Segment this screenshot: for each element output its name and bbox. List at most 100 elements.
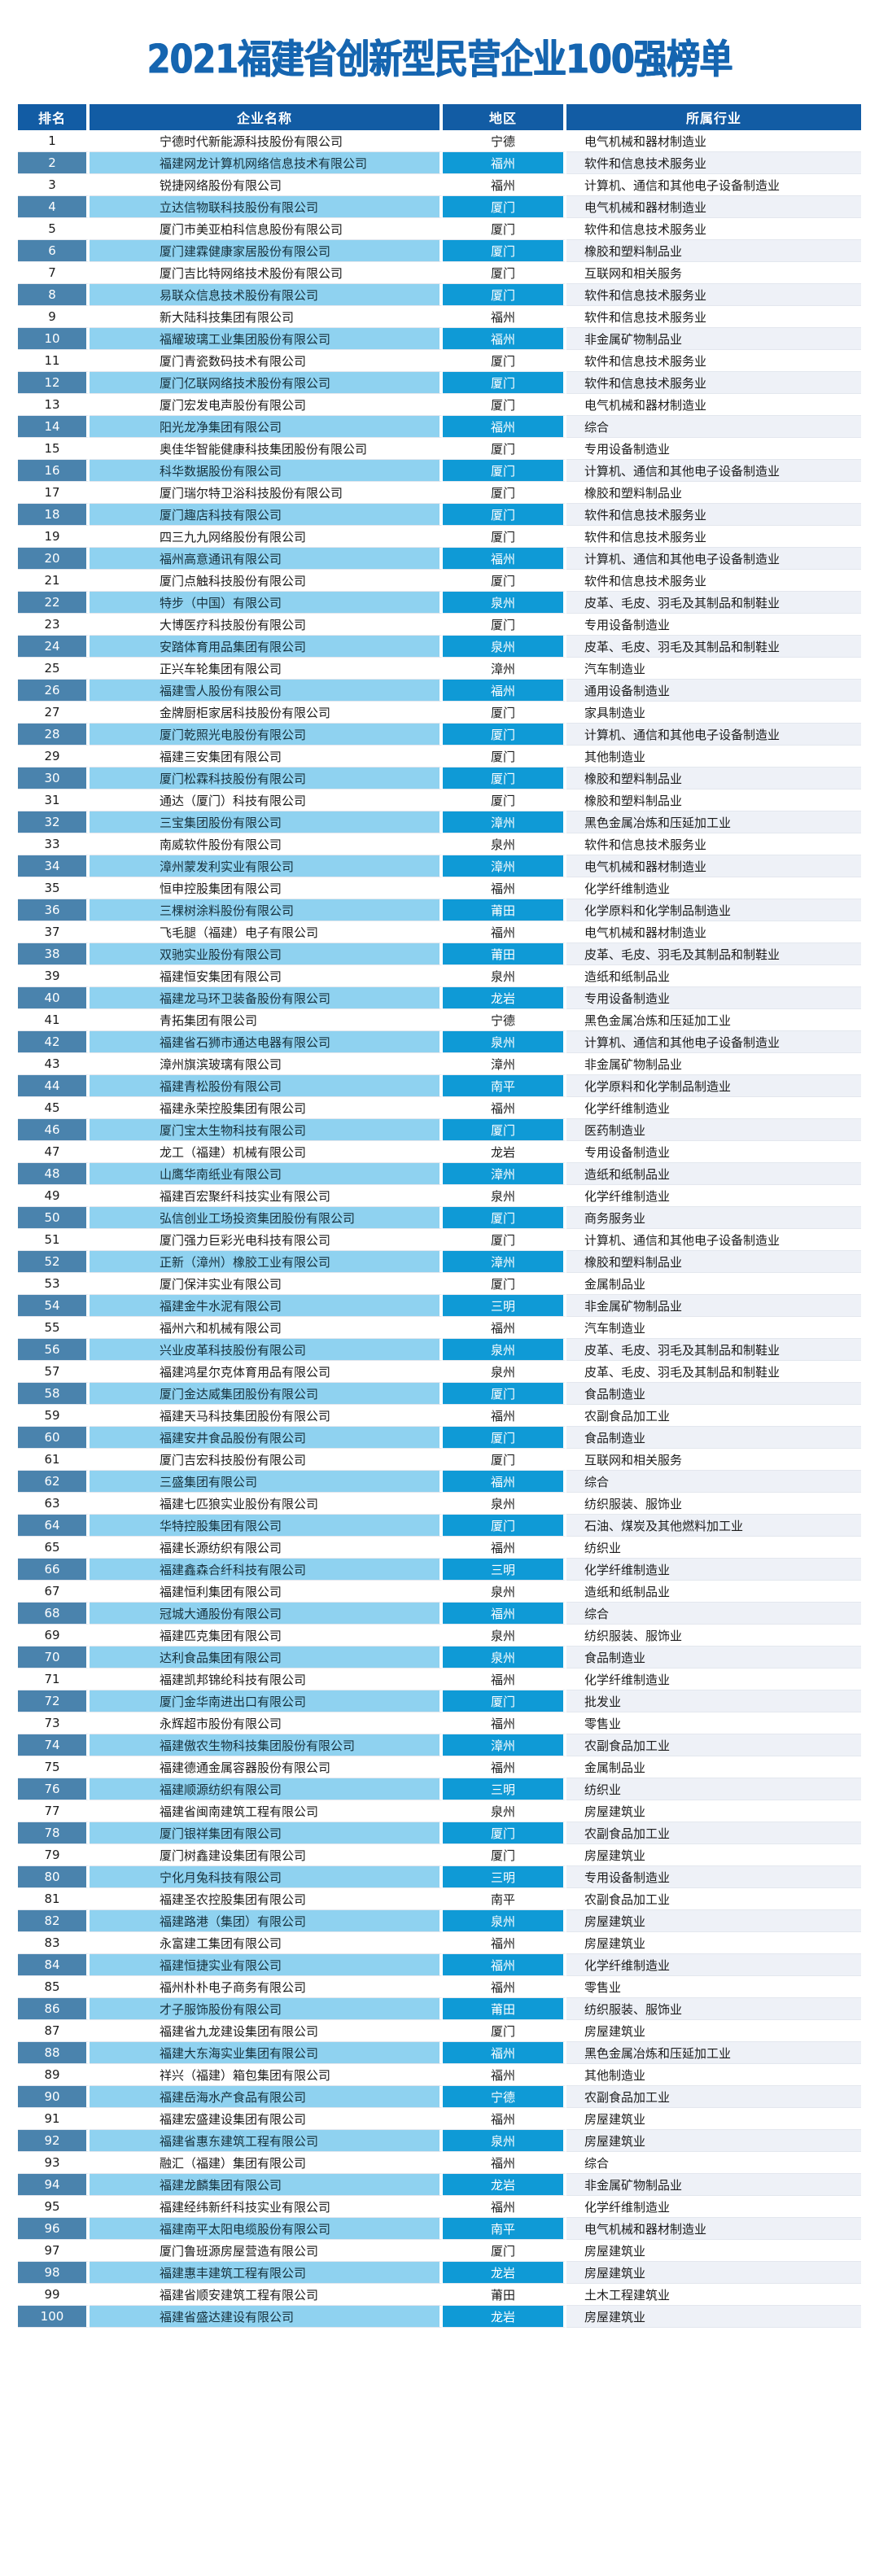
industry-cell: 非金属矿物制品业	[566, 328, 861, 350]
industry-cell: 软件和信息技术服务业	[566, 350, 861, 372]
table-row: 1 宁德时代新能源科技股份有限公司 宁德 电气机械和器材制造业	[18, 130, 861, 152]
table-row: 100 福建省盛达建设有限公司 龙岩 房屋建筑业	[18, 2306, 861, 2328]
industry-cell: 纺织服装、服饰业	[566, 1625, 861, 1647]
industry-cell: 化学纤维制造业	[566, 1097, 861, 1119]
region-cell: 福州	[443, 1756, 566, 1778]
company-name-cell: 四三九九网络股份有限公司	[90, 526, 443, 548]
table-row: 23 大博医疗科技股份有限公司 厦门 专用设备制造业	[18, 614, 861, 636]
table-row: 55 福州六和机械有限公司 福州 汽车制造业	[18, 1317, 861, 1339]
region-cell: 宁德	[443, 2086, 566, 2108]
rank-cell: 62	[18, 1471, 90, 1493]
rank-cell: 50	[18, 1207, 90, 1229]
region-cell: 漳州	[443, 1163, 566, 1185]
company-name-cell: 福建傲农生物科技集团股份有限公司	[90, 1734, 443, 1756]
region-cell: 福州	[443, 2108, 566, 2130]
industry-cell: 批发业	[566, 1690, 861, 1712]
region-cell: 厦门	[443, 2020, 566, 2042]
table-row: 60 福建安井食品股份有限公司 厦门 食品制造业	[18, 1427, 861, 1449]
company-name-cell: 通达（厦门）科技有限公司	[90, 789, 443, 811]
table-row: 56 兴业皮革科技股份有限公司 泉州 皮革、毛皮、羽毛及其制品和制鞋业	[18, 1339, 861, 1361]
company-name-cell: 福建省九龙建设集团有限公司	[90, 2020, 443, 2042]
table-row: 99 福建省顺安建筑工程有限公司 莆田 土木工程建筑业	[18, 2284, 861, 2306]
company-name-cell: 金牌厨柜家居科技股份有限公司	[90, 702, 443, 724]
industry-cell: 皮革、毛皮、羽毛及其制品和制鞋业	[566, 592, 861, 614]
column-header-industry: 所属行业	[566, 104, 861, 130]
company-name-cell: 恒申控股集团有限公司	[90, 877, 443, 899]
region-cell: 厦门	[443, 1822, 566, 1844]
table-row: 78 厦门银祥集团有限公司 厦门 农副食品加工业	[18, 1822, 861, 1844]
industry-cell: 食品制造业	[566, 1383, 861, 1405]
company-name-cell: 山鹰华南纸业有限公司	[90, 1163, 443, 1185]
industry-cell: 房屋建筑业	[566, 2306, 861, 2328]
company-name-cell: 永富建工集团有限公司	[90, 1932, 443, 1954]
table-row: 9 新大陆科技集团有限公司 福州 软件和信息技术服务业	[18, 306, 861, 328]
region-cell: 泉州	[443, 1185, 566, 1207]
table-row: 54 福建金牛水泥有限公司 三明 非金属矿物制品业	[18, 1295, 861, 1317]
company-name-cell: 厦门吉比特网络技术股份有限公司	[90, 262, 443, 284]
company-name-cell: 正新（漳州）橡胶工业有限公司	[90, 1251, 443, 1273]
region-cell: 泉州	[443, 833, 566, 855]
rank-cell: 12	[18, 372, 90, 394]
rank-cell: 98	[18, 2262, 90, 2284]
table-row: 69 福建匹克集团有限公司 泉州 纺织服装、服饰业	[18, 1625, 861, 1647]
rank-cell: 45	[18, 1097, 90, 1119]
company-name-cell: 漳州旗滨玻璃有限公司	[90, 1053, 443, 1075]
company-name-cell: 特步（中国）有限公司	[90, 592, 443, 614]
ranking-table: 排名 企业名称 地区 所属行业 1 宁德时代新能源科技股份有限公司 宁德 电气机械和器…	[18, 104, 861, 2328]
company-name-cell: 厦门宝太生物科技有限公司	[90, 1119, 443, 1141]
industry-cell: 电气机械和器材制造业	[566, 196, 861, 218]
industry-cell: 软件和信息技术服务业	[566, 218, 861, 240]
industry-cell: 专用设备制造业	[566, 1141, 861, 1163]
region-cell: 福州	[443, 1954, 566, 1976]
table-header: 排名 企业名称 地区 所属行业	[18, 104, 861, 130]
industry-cell: 软件和信息技术服务业	[566, 526, 861, 548]
region-cell: 泉州	[443, 1625, 566, 1647]
company-name-cell: 福建圣农控股集团有限公司	[90, 1888, 443, 1910]
company-name-cell: 三宝集团股份有限公司	[90, 811, 443, 833]
table-row: 11 厦门青瓷数码技术有限公司 厦门 软件和信息技术服务业	[18, 350, 861, 372]
region-cell: 三明	[443, 1778, 566, 1800]
rank-cell: 33	[18, 833, 90, 855]
industry-cell: 计算机、通信和其他电子设备制造业	[566, 1031, 861, 1053]
industry-cell: 化学纤维制造业	[566, 1668, 861, 1690]
region-cell: 福州	[443, 2152, 566, 2174]
table-row: 6 厦门建霖健康家居股份有限公司 厦门 橡胶和塑料制品业	[18, 240, 861, 262]
company-name-cell: 福建恒利集团有限公司	[90, 1581, 443, 1603]
company-name-cell: 福州高意通讯有限公司	[90, 548, 443, 570]
rank-cell: 21	[18, 570, 90, 592]
rank-cell: 95	[18, 2196, 90, 2218]
rank-cell: 36	[18, 899, 90, 921]
table-row: 25 正兴车轮集团有限公司 漳州 汽车制造业	[18, 658, 861, 680]
table-row: 21 厦门点触科技股份有限公司 厦门 软件和信息技术服务业	[18, 570, 861, 592]
rank-cell: 22	[18, 592, 90, 614]
table-row: 28 厦门乾照光电股份有限公司 厦门 计算机、通信和其他电子设备制造业	[18, 724, 861, 746]
region-cell: 福州	[443, 680, 566, 702]
rank-cell: 26	[18, 680, 90, 702]
rank-cell: 38	[18, 943, 90, 965]
company-name-cell: 青拓集团有限公司	[90, 1009, 443, 1031]
industry-cell: 计算机、通信和其他电子设备制造业	[566, 1229, 861, 1251]
region-cell: 厦门	[443, 570, 566, 592]
table-row: 89 祥兴（福建）箱包集团有限公司 福州 其他制造业	[18, 2064, 861, 2086]
region-cell: 厦门	[443, 438, 566, 460]
rank-cell: 18	[18, 504, 90, 526]
rank-cell: 67	[18, 1581, 90, 1603]
region-cell: 厦门	[443, 724, 566, 746]
table-row: 33 南威软件股份有限公司 泉州 软件和信息技术服务业	[18, 833, 861, 855]
region-cell: 厦门	[443, 702, 566, 724]
region-cell: 厦门	[443, 1119, 566, 1141]
region-cell: 泉州	[443, 1339, 566, 1361]
industry-cell: 黑色金属冶炼和压延加工业	[566, 1009, 861, 1031]
industry-cell: 房屋建筑业	[566, 2130, 861, 2152]
company-name-cell: 福建三安集团有限公司	[90, 746, 443, 768]
company-name-cell: 华特控股集团有限公司	[90, 1515, 443, 1537]
industry-cell: 通用设备制造业	[566, 680, 861, 702]
company-name-cell: 福建青松股份有限公司	[90, 1075, 443, 1097]
industry-cell: 房屋建筑业	[566, 1844, 861, 1866]
industry-cell: 汽车制造业	[566, 658, 861, 680]
rank-cell: 42	[18, 1031, 90, 1053]
region-cell: 厦门	[443, 526, 566, 548]
table-row: 4 立达信物联科技股份有限公司 厦门 电气机械和器材制造业	[18, 196, 861, 218]
region-cell: 南平	[443, 2218, 566, 2240]
